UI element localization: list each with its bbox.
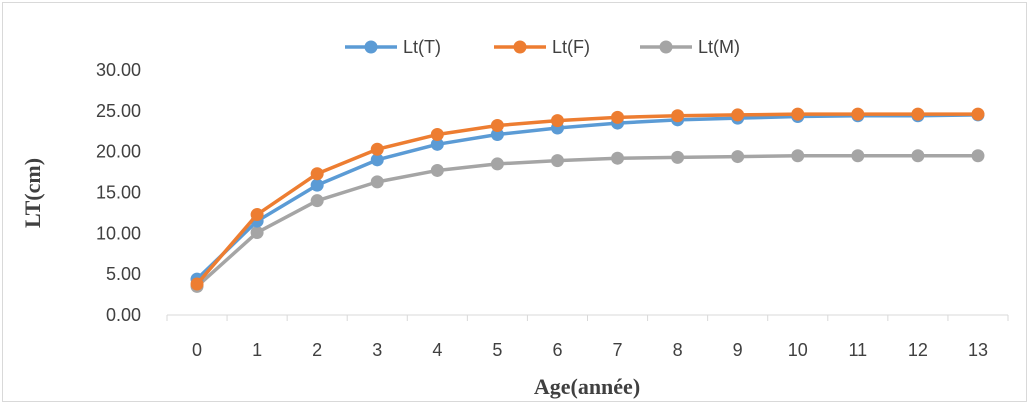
legend: Lt(T) Lt(F) Lt(M) (345, 37, 740, 57)
x-axis-title: Age(année) (534, 374, 640, 399)
data-point (611, 110, 625, 124)
data-point (550, 154, 564, 168)
series-Lt(M) (190, 149, 985, 293)
data-point (370, 175, 384, 189)
legend-item-Lt(M): Lt(M) (640, 37, 740, 57)
x-tick-label: 10 (788, 340, 808, 360)
data-point (851, 149, 865, 163)
x-tick-label: 2 (312, 340, 322, 360)
y-tick-label: 30.00 (96, 60, 141, 80)
data-point (791, 149, 805, 163)
legend-label: Lt(T) (403, 37, 441, 57)
data-point (971, 149, 985, 163)
y-tick-label: 10.00 (96, 223, 141, 243)
data-point (190, 277, 204, 291)
data-point (490, 128, 504, 142)
data-point (671, 109, 685, 123)
data-point (430, 137, 444, 151)
y-tick-label: 15.00 (96, 183, 141, 203)
x-tick-label: 5 (492, 340, 502, 360)
legend-item-Lt(F): Lt(F) (494, 37, 590, 57)
y-tick-label: 25.00 (96, 101, 141, 121)
data-point (731, 150, 745, 164)
chart-frame (2, 2, 1027, 402)
legend-label: Lt(F) (552, 37, 590, 57)
series-Lt(F) (190, 107, 985, 291)
data-point (310, 167, 324, 181)
data-point (971, 107, 985, 121)
x-tick-label: 12 (908, 340, 928, 360)
legend-swatch-marker (513, 40, 527, 54)
data-point (911, 107, 925, 121)
y-tick-label: 0.00 (106, 305, 141, 325)
x-tick-label: 7 (613, 340, 623, 360)
legend-swatch-marker (364, 40, 378, 54)
x-tick-label: 0 (192, 340, 202, 360)
y-axis-title: LT(cm) (20, 158, 45, 228)
data-point (791, 107, 805, 121)
data-point (550, 114, 564, 128)
data-point (310, 194, 324, 208)
data-point (430, 128, 444, 142)
data-point (250, 208, 264, 222)
data-point (430, 163, 444, 177)
x-tick-label: 4 (432, 340, 442, 360)
x-tick-label: 9 (733, 340, 743, 360)
x-axis: 0 1 2 3 4 5 6 7 8 9 10 11 12 13 (166, 314, 1009, 360)
data-point (611, 151, 625, 165)
y-axis-ticks: 0.00 5.00 10.00 15.00 20.00 25.00 30.00 (96, 60, 141, 325)
data-point (490, 157, 504, 171)
data-point (731, 108, 745, 122)
series-line (195, 113, 980, 281)
data-point (370, 142, 384, 156)
x-tick-label: 13 (968, 340, 988, 360)
x-tick-label: 3 (372, 340, 382, 360)
series-Lt(T) (190, 108, 985, 286)
data-point (250, 226, 264, 240)
data-point (490, 119, 504, 133)
series-line (195, 154, 980, 289)
x-tick-label: 6 (552, 340, 562, 360)
x-tick-label: 8 (673, 340, 683, 360)
y-tick-label: 20.00 (96, 142, 141, 162)
data-point (851, 107, 865, 121)
data-point (671, 150, 685, 164)
series-layer (190, 107, 985, 293)
series-line (195, 112, 980, 286)
legend-swatch-marker (659, 40, 673, 54)
y-tick-label: 5.00 (106, 264, 141, 284)
x-tick-label: 11 (848, 340, 867, 360)
data-point (370, 153, 384, 167)
data-point (310, 178, 324, 192)
legend-label: Lt(M) (698, 37, 740, 57)
legend-item-Lt(T): Lt(T) (345, 37, 441, 57)
data-point (911, 149, 925, 163)
x-tick-label: 1 (252, 340, 262, 360)
